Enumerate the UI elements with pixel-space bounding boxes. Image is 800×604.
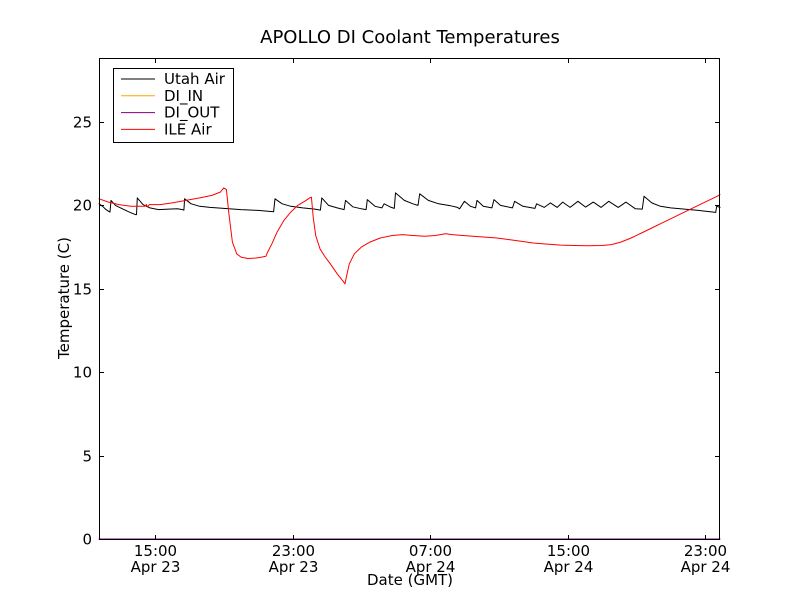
legend-label-di-out: DI_OUT xyxy=(164,104,220,123)
y-tick-label: 20 xyxy=(73,197,92,215)
chart-title: APOLLO DI Coolant Temperatures xyxy=(260,27,560,48)
x-tick-label-time: 07:00 xyxy=(409,542,452,560)
x-axis-label: Date (GMT) xyxy=(367,571,453,589)
legend-box xyxy=(113,68,234,143)
y-tick-label: 5 xyxy=(82,448,92,466)
x-tick-label-date: Apr 24 xyxy=(681,558,731,576)
x-tick-label-time: 15:00 xyxy=(547,542,590,560)
series-line-ile-air xyxy=(98,187,721,285)
x-tick-label-date: Apr 24 xyxy=(544,558,594,576)
y-tick-label: 0 xyxy=(82,531,92,549)
x-tick-label-time: 15:00 xyxy=(134,542,177,560)
y-tick-label: 10 xyxy=(73,364,92,382)
legend-label-ile-air: ILE Air xyxy=(164,120,212,138)
x-tick-label-date: Apr 23 xyxy=(269,558,319,576)
y-tick-label: 15 xyxy=(73,281,92,299)
y-axis-label: Temperature (C) xyxy=(55,237,73,360)
x-tick-label-time: 23:00 xyxy=(272,542,315,560)
x-tick-label-time: 23:00 xyxy=(684,542,727,560)
legend-label-utah-air: Utah Air xyxy=(164,70,226,88)
x-tick-label-date: Apr 23 xyxy=(131,558,181,576)
legend-label-di-in: DI_IN xyxy=(164,87,203,106)
x-tick-label-date: Apr 24 xyxy=(406,558,456,576)
y-tick-label: 25 xyxy=(73,114,92,132)
axes-frame xyxy=(99,58,720,540)
series-line-utah-air xyxy=(98,192,721,216)
